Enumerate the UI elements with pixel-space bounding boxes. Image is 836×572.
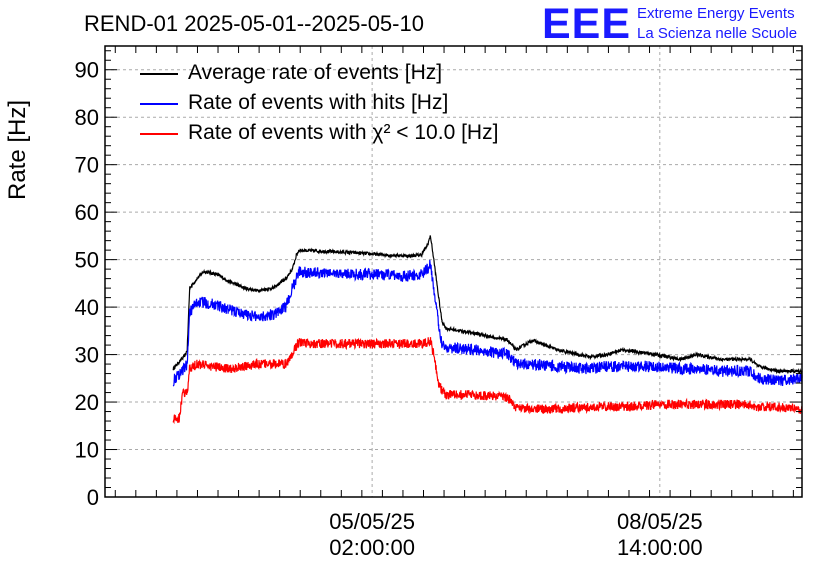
x-tick-label-time: 02:00:00 (329, 535, 415, 560)
y-tick-label: 30 (75, 343, 99, 368)
x-tick-label-time: 14:00:00 (616, 535, 703, 560)
y-tick-label: 0 (87, 485, 99, 510)
y-tick-label: 90 (75, 58, 99, 83)
y-tick-label: 60 (75, 200, 99, 225)
logo-line-1: Extreme Energy Events (637, 5, 795, 22)
legend-swatch-chi2 (140, 133, 178, 135)
y-tick-label: 50 (75, 248, 99, 273)
series-line-0 (172, 235, 803, 375)
chart-title: REND-01 2025-05-01--2025-05-10 (84, 11, 424, 36)
y-tick-label: 40 (75, 295, 99, 320)
eee-logo-text: Extreme Energy Events La Scienza nelle S… (637, 4, 797, 44)
x-tick-label: 05/05/25 02:00:00 (312, 509, 432, 561)
axes: 0 10 20 30 40 50 60 70 80 90 (75, 45, 803, 510)
legend-label-chi2: Rate of events with χ² < 10.0 [Hz] (188, 121, 499, 144)
x-tick-label-date: 08/05/25 (616, 509, 703, 534)
y-axis-label: Rate [Hz] (4, 99, 31, 200)
y-tick-label: 20 (75, 390, 99, 415)
series-lines (172, 235, 803, 425)
logo-line-2: La Scienza nelle Scuole (637, 25, 798, 42)
series-line-1 (172, 259, 803, 387)
legend-label-average: Average rate of events [Hz] (188, 61, 443, 84)
series-line-2 (172, 337, 803, 425)
legend-swatch-average (140, 73, 178, 75)
legend-label-hits: Rate of events with hits [Hz] (188, 91, 449, 114)
plot-frame (104, 45, 803, 498)
x-tick-label-date: 05/05/25 (329, 509, 415, 534)
y-tick-label: 10 (75, 438, 99, 463)
y-tick-label: 80 (75, 105, 99, 130)
y-tick-label: 70 (75, 153, 99, 178)
x-tick-label: 08/05/25 14:00:00 (600, 509, 720, 561)
legend-swatch-hits (140, 103, 178, 105)
eee-logo: EEE (542, 0, 632, 48)
